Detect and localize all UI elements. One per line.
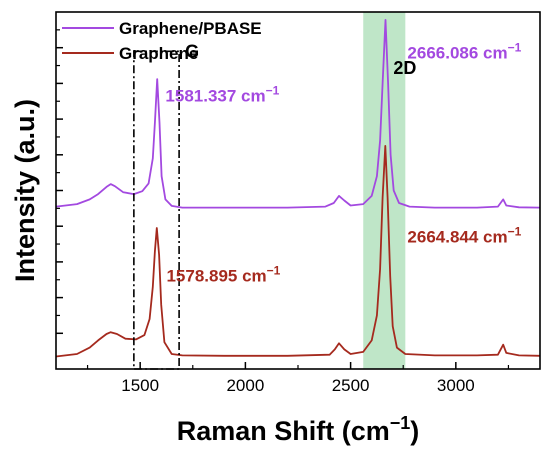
- y-axis-title: Intensity (a.u.): [10, 99, 40, 282]
- peak-annotation-sup: −1: [508, 40, 522, 54]
- x-axis-title-close: ): [410, 416, 419, 446]
- x-axis-title: Raman Shift (cm−1): [177, 413, 420, 446]
- peak-annotation-value: 2664.844 cm: [407, 227, 507, 246]
- peak-annotation: 1581.337 cm−1: [165, 83, 279, 105]
- legend-label-graphene: Graphene: [119, 44, 198, 63]
- series-layer: [56, 20, 540, 357]
- x-tick-label: 1500: [121, 376, 159, 395]
- x-axis-title-sup: −1: [390, 413, 411, 433]
- peak-annotation-sup: −1: [508, 224, 522, 238]
- legend-label-graphene-pbase: Graphene/PBASE: [119, 19, 262, 38]
- x-tick-label: 2500: [332, 376, 370, 395]
- peak-annotation-sup: −1: [266, 83, 280, 97]
- x-axis-title-main: Raman Shift (cm: [177, 416, 390, 446]
- x-tick-label: 2000: [226, 376, 264, 395]
- peak-annotation: 2666.086 cm−1: [407, 40, 521, 62]
- series-line-1: [56, 146, 540, 357]
- legend: Graphene/PBASE Graphene: [62, 19, 262, 63]
- peak-annotation: 2664.844 cm−1: [407, 224, 521, 246]
- x-tick-label: 3000: [437, 376, 475, 395]
- peak-annotation: 1578.895 cm−1: [166, 264, 280, 286]
- peak-annotation-sup: −1: [267, 264, 281, 278]
- plot-frame: [56, 12, 540, 369]
- peak-annotation-value: 1578.895 cm: [166, 267, 266, 286]
- peak-annotation-value: 1581.337 cm: [165, 86, 265, 105]
- tick-layer: 1500 2000 2500 3000: [56, 30, 508, 395]
- peak-annotation-value: 2666.086 cm: [407, 43, 507, 62]
